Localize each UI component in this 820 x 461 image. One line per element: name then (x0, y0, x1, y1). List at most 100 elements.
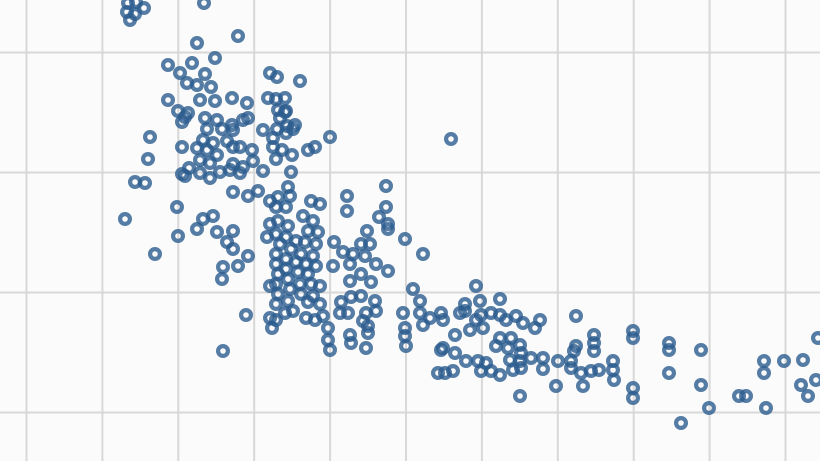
scatter-point (406, 282, 421, 297)
scatter-point (161, 57, 176, 72)
scatter-point (216, 260, 231, 275)
scatter-point (344, 336, 359, 351)
scatter-point (170, 200, 185, 215)
scatter-point (190, 77, 205, 92)
scatter-point (233, 140, 248, 155)
scatter-point (313, 279, 328, 294)
scatter-point (369, 304, 384, 319)
scatter-point (625, 391, 640, 406)
scatter-point (193, 166, 208, 181)
scatter-point (256, 122, 271, 137)
scatter-point (193, 92, 208, 107)
scatter-point (309, 259, 324, 274)
scatter-point (550, 354, 565, 369)
scatter-point (269, 152, 284, 167)
scatter-point (625, 324, 640, 339)
scatter-point (266, 131, 281, 146)
scatter-point (275, 143, 290, 158)
scatter-point (306, 214, 321, 229)
scatter-point (399, 339, 414, 354)
scatter-point (381, 217, 396, 232)
scatter-point (171, 229, 186, 244)
scatter-point (416, 247, 431, 262)
scatter-point (381, 222, 396, 237)
scatter-point (738, 389, 753, 404)
scatter-point (731, 389, 746, 404)
scatter-point (434, 343, 449, 358)
scatter-point (278, 90, 293, 105)
scatter-point (463, 323, 478, 338)
scatter-point (661, 343, 676, 358)
scatter-point (226, 185, 241, 200)
scatter-point (473, 294, 488, 309)
scatter-point (285, 148, 300, 163)
scatter-point (563, 354, 578, 369)
scatter-point (269, 313, 284, 328)
scatter-point (240, 95, 255, 110)
scatter-point (284, 165, 299, 180)
scatter-point (256, 164, 271, 179)
scatter-point (138, 176, 153, 191)
scatter-point (563, 361, 578, 376)
scatter-point (203, 156, 218, 171)
scatter-point (279, 126, 294, 141)
scatter-point (281, 294, 296, 309)
scatter-point (175, 140, 190, 155)
scatter-point (294, 287, 309, 302)
scatter-point (398, 232, 413, 247)
scatter-point (416, 318, 431, 333)
scatter-point (286, 304, 301, 319)
scatter-point (354, 267, 369, 282)
scatter-point (270, 69, 285, 84)
scatter-point (190, 222, 205, 237)
scatter-point (321, 321, 336, 336)
scatter-point (340, 189, 355, 204)
scatter-point (137, 0, 152, 16)
scatter-point (271, 214, 286, 229)
scatter-point (673, 416, 688, 431)
scatter-point (811, 331, 820, 345)
scatter-point (431, 366, 446, 381)
scatter-point (413, 306, 428, 321)
scatter-point (343, 257, 358, 272)
scatter-point (361, 319, 376, 334)
scatter-point (161, 92, 176, 107)
scatter-point (175, 114, 190, 129)
scatter-point (379, 200, 394, 215)
scatter-point (800, 389, 815, 404)
scatter-point (148, 247, 163, 262)
scatter-point (241, 110, 256, 125)
scatter-point (182, 161, 197, 176)
scatter-point (141, 152, 156, 167)
scatter-point (793, 378, 808, 393)
scatter-point (117, 212, 132, 227)
scatter-point (239, 308, 254, 323)
scatter-point (283, 282, 298, 297)
scatter-point (438, 366, 453, 381)
scatter-point (360, 224, 375, 239)
scatter-point (379, 179, 394, 194)
scatter-point (340, 204, 355, 219)
scatter-point (448, 328, 463, 343)
scatter-point (215, 272, 230, 287)
scatter-point (372, 210, 387, 225)
scatter-point (693, 378, 708, 393)
scatter-point (279, 200, 294, 215)
scatter-point (197, 0, 211, 10)
scatter-point (190, 35, 205, 50)
scatter-point (226, 122, 241, 137)
scatter-point (364, 275, 379, 290)
scatter-point (341, 306, 356, 321)
scatter-point (568, 339, 583, 354)
scatter-point (283, 189, 298, 204)
scatter-point (200, 143, 215, 158)
scatter-point (225, 90, 240, 105)
scatter-point (354, 289, 369, 304)
scatter-point (423, 311, 438, 326)
scatter-point (326, 259, 341, 274)
scatter-point (173, 65, 188, 80)
scatter-point (436, 313, 451, 328)
